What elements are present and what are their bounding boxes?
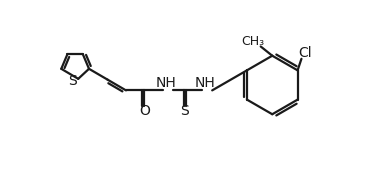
Text: S: S	[68, 74, 77, 88]
Text: S: S	[180, 104, 189, 118]
Text: O: O	[139, 104, 150, 118]
Text: NH: NH	[156, 76, 176, 90]
Text: Cl: Cl	[298, 46, 312, 60]
Text: NH: NH	[195, 76, 216, 90]
Text: CH₃: CH₃	[242, 35, 265, 48]
